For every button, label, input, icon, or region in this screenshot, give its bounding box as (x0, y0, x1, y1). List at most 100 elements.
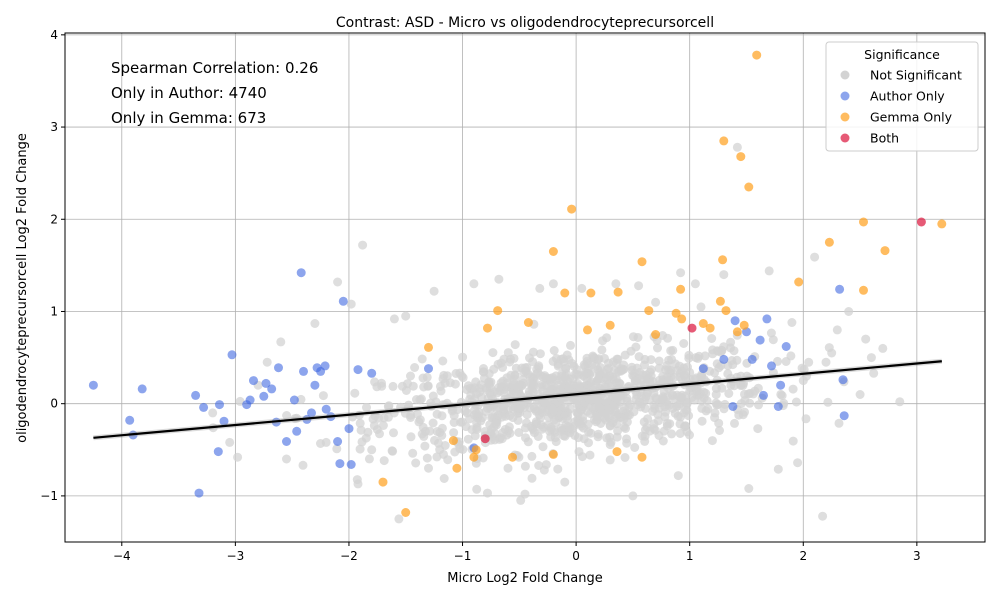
cloud-point (538, 442, 548, 452)
cloud-point (661, 365, 671, 375)
plot-frame (64, 32, 986, 543)
cloud-point (684, 411, 694, 421)
cloud-point (610, 393, 620, 403)
point-both (687, 323, 697, 333)
cloud-point (565, 423, 575, 433)
cloud-point (645, 426, 655, 436)
cloud-point (406, 371, 415, 381)
cloud-point (547, 374, 557, 384)
cloud-point (370, 377, 380, 387)
point-gemma-only (583, 325, 592, 335)
point-not-significant (394, 514, 404, 524)
cloud-point (438, 356, 448, 366)
cloud-point (457, 371, 467, 381)
cloud-point (375, 429, 384, 439)
cloud-point (777, 391, 787, 401)
cloud-point (548, 356, 558, 366)
cloud-point (561, 363, 571, 373)
cloud-point (717, 383, 727, 393)
point-author-only (296, 268, 306, 278)
cloud-point (697, 416, 707, 426)
cloud-point (645, 367, 655, 377)
cloud-point (668, 391, 677, 401)
point-author-only (781, 342, 791, 351)
cloud-point (449, 418, 459, 427)
cloud-point (549, 346, 559, 355)
x-tick-label: −4 (113, 549, 131, 563)
cloud-point (620, 453, 630, 462)
cloud-point (550, 433, 560, 443)
cloud-point (664, 355, 674, 365)
cloud-point (740, 407, 749, 417)
cloud-point (610, 407, 620, 417)
cloud-point (566, 340, 575, 350)
point-not-significant (310, 319, 320, 328)
point-not-significant (651, 297, 661, 307)
point-not-significant (690, 279, 700, 289)
cloud-point (531, 417, 541, 427)
x-tick-label: −1 (454, 549, 472, 563)
cloud-point (544, 412, 554, 422)
cloud-point (450, 447, 460, 457)
point-gemma-only (469, 452, 479, 462)
cloud-point (410, 363, 420, 372)
point-gemma-only (560, 288, 570, 298)
point-gemma-only (401, 508, 411, 517)
point-not-significant (798, 376, 808, 386)
cloud-point (527, 473, 537, 483)
cloud-point (401, 386, 411, 395)
legend-box (825, 41, 979, 152)
cloud-point (622, 438, 632, 448)
cloud-point (379, 456, 389, 466)
annotations: Spearman Correlation: 0.26 Only in Autho… (111, 59, 318, 127)
cloud-point (505, 411, 515, 421)
cloud-point (665, 419, 675, 429)
point-author-only (767, 361, 776, 371)
point-gemma-only (677, 314, 687, 324)
cloud-point (799, 364, 809, 374)
cloud-point (406, 410, 416, 420)
point-author-only (137, 384, 147, 394)
cloud-point (478, 367, 488, 377)
legend-title: Significance (864, 47, 940, 62)
cloud-point (498, 362, 508, 372)
cloud-point (420, 441, 430, 451)
cloud-point (443, 455, 453, 465)
point-author-only (346, 460, 356, 469)
point-both (916, 217, 926, 227)
point-not-significant (367, 445, 377, 455)
cloud-point (511, 363, 521, 373)
point-not-significant (773, 464, 783, 474)
cloud-point (460, 406, 470, 416)
y-tick-label: 2 (50, 212, 58, 226)
point-gemma-only (471, 445, 481, 455)
cloud-point (680, 370, 690, 380)
cloud-point (505, 428, 515, 438)
cloud-point (463, 434, 473, 444)
point-gemma-only (705, 323, 715, 333)
cloud-point (437, 411, 447, 421)
point-gemma-only (378, 477, 388, 487)
cloud-point (594, 354, 604, 364)
cloud-point (641, 392, 651, 402)
cloud-point (591, 394, 601, 404)
cloud-point (494, 383, 504, 392)
cloud-point (503, 348, 513, 358)
point-author-only (199, 402, 209, 412)
point-not-significant (262, 357, 272, 367)
point-not-significant (225, 437, 235, 447)
y-tick-label: 1 (50, 304, 58, 318)
cloud-point (657, 394, 667, 403)
cloud-point (439, 474, 449, 483)
point-author-only (249, 376, 258, 386)
point-author-only (344, 424, 354, 434)
x-axis: −4 −3 −2 −1 0 1 2 3 (113, 542, 921, 563)
cloud-point (497, 412, 507, 422)
point-both (480, 434, 490, 444)
cloud-point (364, 454, 374, 464)
cloud-point (510, 371, 520, 381)
cloud-point (689, 395, 699, 405)
cloud-point (296, 394, 306, 404)
cloud-point (432, 452, 442, 462)
cloud-point (318, 391, 328, 401)
